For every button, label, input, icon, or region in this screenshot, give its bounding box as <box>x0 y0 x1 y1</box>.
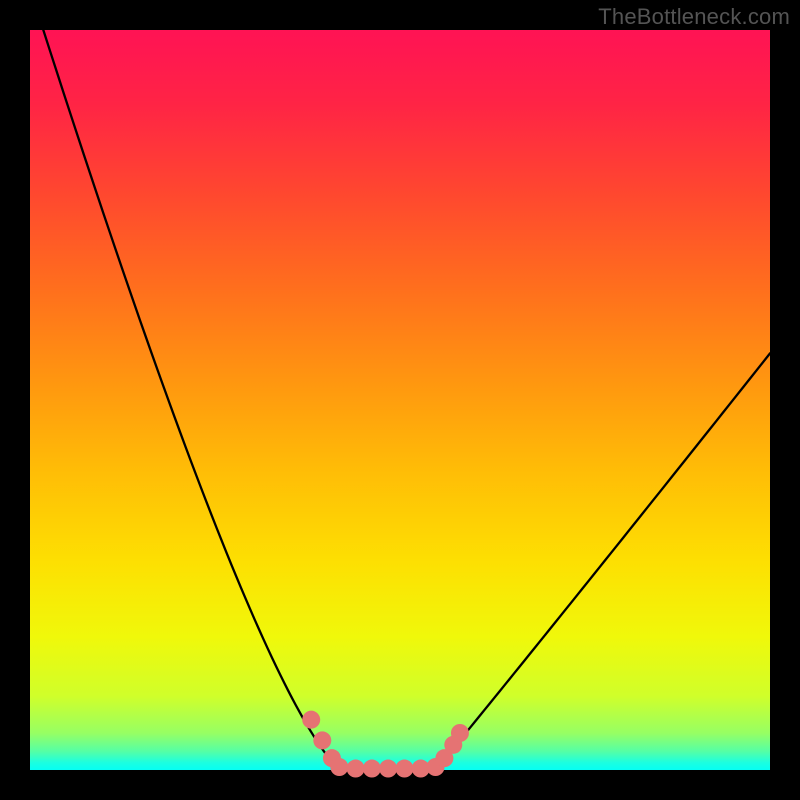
plot-background <box>30 30 770 770</box>
valley-dot <box>347 760 365 778</box>
valley-dot <box>302 711 320 729</box>
valley-dot <box>379 760 397 778</box>
valley-dot <box>395 760 413 778</box>
valley-dot <box>363 760 381 778</box>
bottleneck-curve-chart <box>0 0 800 800</box>
valley-dot <box>451 724 469 742</box>
valley-dot <box>330 758 348 776</box>
chart-stage: TheBottleneck.com <box>0 0 800 800</box>
valley-dot <box>313 731 331 749</box>
